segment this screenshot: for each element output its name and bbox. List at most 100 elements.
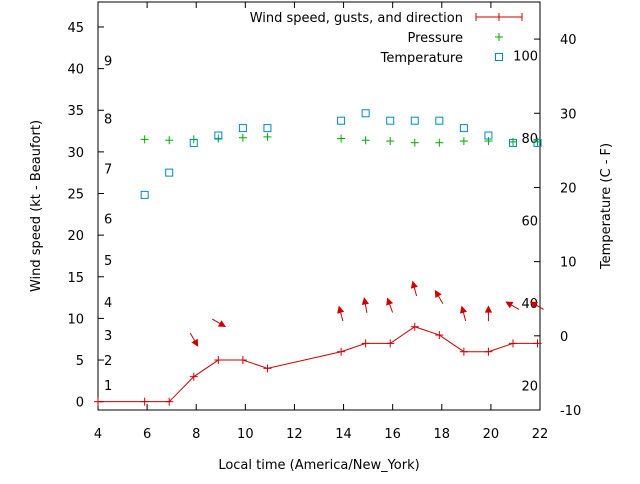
pressure-point — [459, 137, 468, 146]
y-axis-label-right: Temperature (C - F) — [599, 143, 614, 270]
wind-direction-arrow — [484, 305, 493, 322]
temperature-point — [361, 109, 370, 118]
temperature-point — [386, 116, 395, 125]
arrow-head — [484, 305, 493, 313]
temperature-point — [484, 131, 493, 140]
pressure-point — [386, 137, 395, 146]
arrow-head — [434, 289, 442, 299]
wind-direction-arrow — [337, 305, 345, 322]
temperature-point — [533, 138, 542, 147]
legend-label: Temperature — [380, 51, 463, 66]
y-tick-label-left: 30 — [67, 146, 84, 161]
wind-direction-arrow — [434, 289, 444, 304]
pressure-point — [484, 137, 493, 146]
wind-speed-point — [459, 347, 468, 356]
fahrenheit-label: 100 — [513, 50, 538, 65]
wind-speed-point — [533, 339, 542, 348]
wind-speed-point — [484, 347, 493, 356]
arrow-head — [505, 301, 514, 309]
x-tick-label: 22 — [532, 427, 549, 442]
pressure-point — [410, 138, 419, 147]
legend-marker — [495, 53, 503, 61]
arrow-head — [529, 301, 538, 309]
legend-marker — [495, 13, 503, 21]
x-tick-label: 6 — [143, 427, 151, 442]
wind-speed-point — [337, 347, 346, 356]
wind-direction-arrow — [505, 301, 520, 310]
pressure-point — [165, 136, 174, 145]
pressure-point — [361, 136, 370, 145]
y-tick-label-right: -10 — [560, 404, 581, 419]
beaufort-label: 9 — [104, 54, 112, 69]
y-tick-label-right: 40 — [560, 33, 577, 48]
x-tick-label: 14 — [335, 427, 352, 442]
wind-speed-point — [238, 356, 247, 365]
wind-speed-point — [94, 397, 102, 406]
wind-speed-point — [263, 364, 272, 373]
wind-direction-arrow — [189, 332, 199, 347]
y-tick-label-left: 25 — [67, 188, 84, 203]
arrow-head — [217, 320, 227, 328]
wind-speed-point — [189, 372, 198, 381]
y-tick-label-left: 35 — [67, 104, 84, 119]
beaufort-label: 7 — [104, 163, 112, 178]
y-tick-label-left: 5 — [76, 354, 84, 369]
temperature-point — [337, 116, 346, 125]
wind-direction-arrow — [410, 280, 418, 297]
temperature-point — [435, 116, 444, 125]
arrow-head — [459, 305, 467, 314]
y-tick-label-right: 10 — [560, 256, 577, 271]
y-tick-label-left: 10 — [67, 312, 84, 327]
fahrenheit-label: 60 — [521, 214, 538, 229]
fahrenheit-label: 40 — [521, 297, 538, 312]
arrow-head — [361, 297, 369, 305]
y-tick-label-right: 0 — [560, 330, 568, 345]
wind-speed-point — [140, 397, 149, 406]
wind-speed-point — [410, 322, 419, 331]
pressure-point — [140, 135, 149, 144]
pressure-point — [238, 133, 247, 142]
arrow-head — [386, 297, 394, 306]
y-tick-label-right: 20 — [560, 181, 577, 196]
y-tick-label-right: 30 — [560, 107, 577, 122]
y-tick-label-left: 0 — [76, 396, 84, 411]
x-tick-label: 4 — [94, 427, 102, 442]
fahrenheit-label: 20 — [521, 379, 538, 394]
x-tick-label: 18 — [434, 427, 451, 442]
temperature-point — [165, 168, 174, 177]
wind-speed-point — [386, 339, 395, 348]
beaufort-label: 1 — [104, 379, 112, 394]
wind-speed-point — [435, 331, 444, 340]
arrow-head — [410, 280, 418, 289]
y-tick-label-left: 15 — [67, 271, 84, 286]
temperature-point — [459, 124, 468, 133]
temperature-point — [140, 190, 149, 199]
legend-label: Pressure — [407, 31, 463, 46]
x-tick-label: 12 — [286, 427, 303, 442]
wind-speed-line — [98, 326, 538, 403]
wind-speed-point — [214, 356, 223, 365]
beaufort-label: 2 — [104, 354, 112, 369]
arrow-head — [337, 305, 345, 314]
beaufort-label: 5 — [104, 254, 112, 269]
beaufort-label: 3 — [104, 329, 112, 344]
temperature-point — [238, 124, 247, 133]
wind-direction-arrow — [386, 297, 394, 313]
pressure-point — [263, 132, 272, 141]
x-tick-label: 10 — [237, 427, 254, 442]
x-tick-label: 20 — [483, 427, 500, 442]
y-tick-label-left: 45 — [67, 21, 84, 36]
wind-direction-arrow — [459, 305, 467, 322]
x-tick-label: 8 — [192, 427, 200, 442]
x-axis-label: Local time (America/New_York) — [218, 458, 419, 473]
pressure-point — [435, 138, 444, 147]
y-tick-label-left: 20 — [67, 229, 84, 244]
plot-frame — [97, 1, 541, 411]
legend-label: Wind speed, gusts, and direction — [250, 11, 463, 26]
wind-speed-point — [508, 339, 517, 348]
legend-marker — [495, 33, 503, 41]
wind-speed-point — [361, 339, 370, 348]
x-tick-label: 16 — [384, 427, 401, 442]
